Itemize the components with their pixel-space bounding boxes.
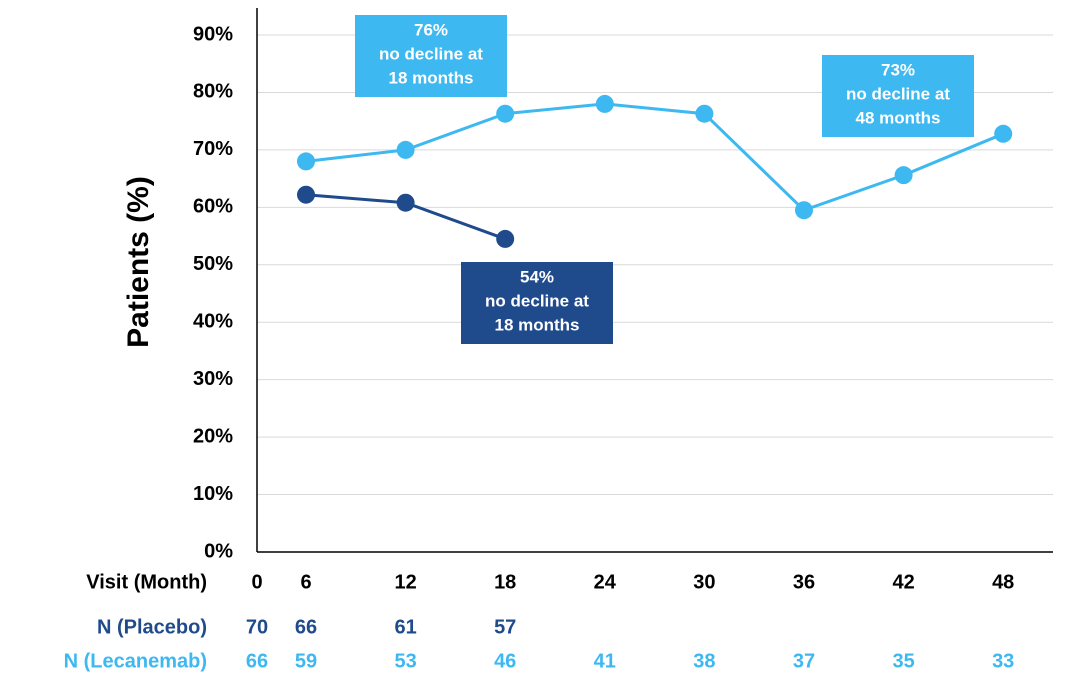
count-label: 70	[246, 616, 268, 638]
annotation-text: 54%	[520, 267, 554, 286]
annotation-box	[822, 55, 974, 137]
annotation-box	[355, 15, 507, 97]
x-axis-label: Visit (Month)	[86, 571, 207, 593]
x-tick-label: 48	[992, 571, 1014, 593]
annotation-text: 48 months	[855, 108, 940, 127]
annotation-text: 76%	[414, 20, 448, 39]
x-tick-label: 42	[892, 571, 914, 593]
y-tick-label: 20%	[193, 425, 233, 447]
point	[695, 104, 714, 123]
count-label: 66	[246, 650, 268, 672]
x-tick-label: 0	[251, 571, 262, 593]
count-label: 37	[793, 650, 815, 672]
x-tick-label: 12	[394, 571, 416, 593]
count-label: 66	[295, 616, 317, 638]
annotation-text: 18 months	[388, 68, 473, 87]
count-label: 33	[992, 650, 1014, 672]
point	[994, 124, 1013, 143]
point	[297, 152, 315, 171]
point	[496, 104, 515, 123]
annotation-text: 18 months	[494, 315, 579, 334]
y-tick-label: 0%	[204, 540, 233, 562]
y-tick-label: 30%	[193, 368, 233, 390]
annotation-text: no decline at	[379, 44, 483, 63]
y-tick-label: 70%	[193, 138, 233, 160]
count-label: 46	[494, 650, 516, 672]
count-label: 59	[295, 650, 317, 672]
count-label: 57	[494, 616, 516, 638]
point	[496, 229, 515, 248]
row-label: N (Placebo)	[97, 616, 207, 638]
count-label: 61	[394, 616, 416, 638]
point	[396, 140, 415, 159]
y-tick-label: 50%	[193, 253, 233, 275]
row-label: N (Lecanemab)	[64, 650, 207, 672]
count-label: 41	[594, 650, 616, 672]
y-tick-label: 60%	[193, 196, 233, 218]
x-tick-label: 36	[793, 571, 815, 593]
annotation-text: no decline at	[846, 84, 950, 103]
y-tick-label: 40%	[193, 311, 233, 333]
point	[894, 166, 913, 185]
count-label: 38	[693, 650, 715, 672]
x-tick-label: 6	[300, 571, 311, 593]
point	[396, 193, 415, 212]
y-axis-label: Patients (%)	[122, 176, 155, 348]
point	[795, 201, 813, 220]
x-tick-label: 24	[594, 571, 617, 593]
count-label: 35	[892, 650, 914, 672]
series-line	[305, 102, 1004, 212]
annotation-box	[461, 262, 613, 344]
count-label: 53	[394, 650, 416, 672]
annotation-text: no decline at	[485, 291, 589, 310]
point	[297, 185, 315, 204]
y-tick-label: 10%	[193, 483, 233, 505]
point	[595, 94, 614, 113]
x-tick-label: 18	[494, 571, 516, 593]
x-tick-label: 30	[693, 571, 715, 593]
y-tick-label: 80%	[193, 81, 233, 103]
y-tick-label: 90%	[193, 23, 233, 45]
annotation-text: 73%	[881, 60, 915, 79]
